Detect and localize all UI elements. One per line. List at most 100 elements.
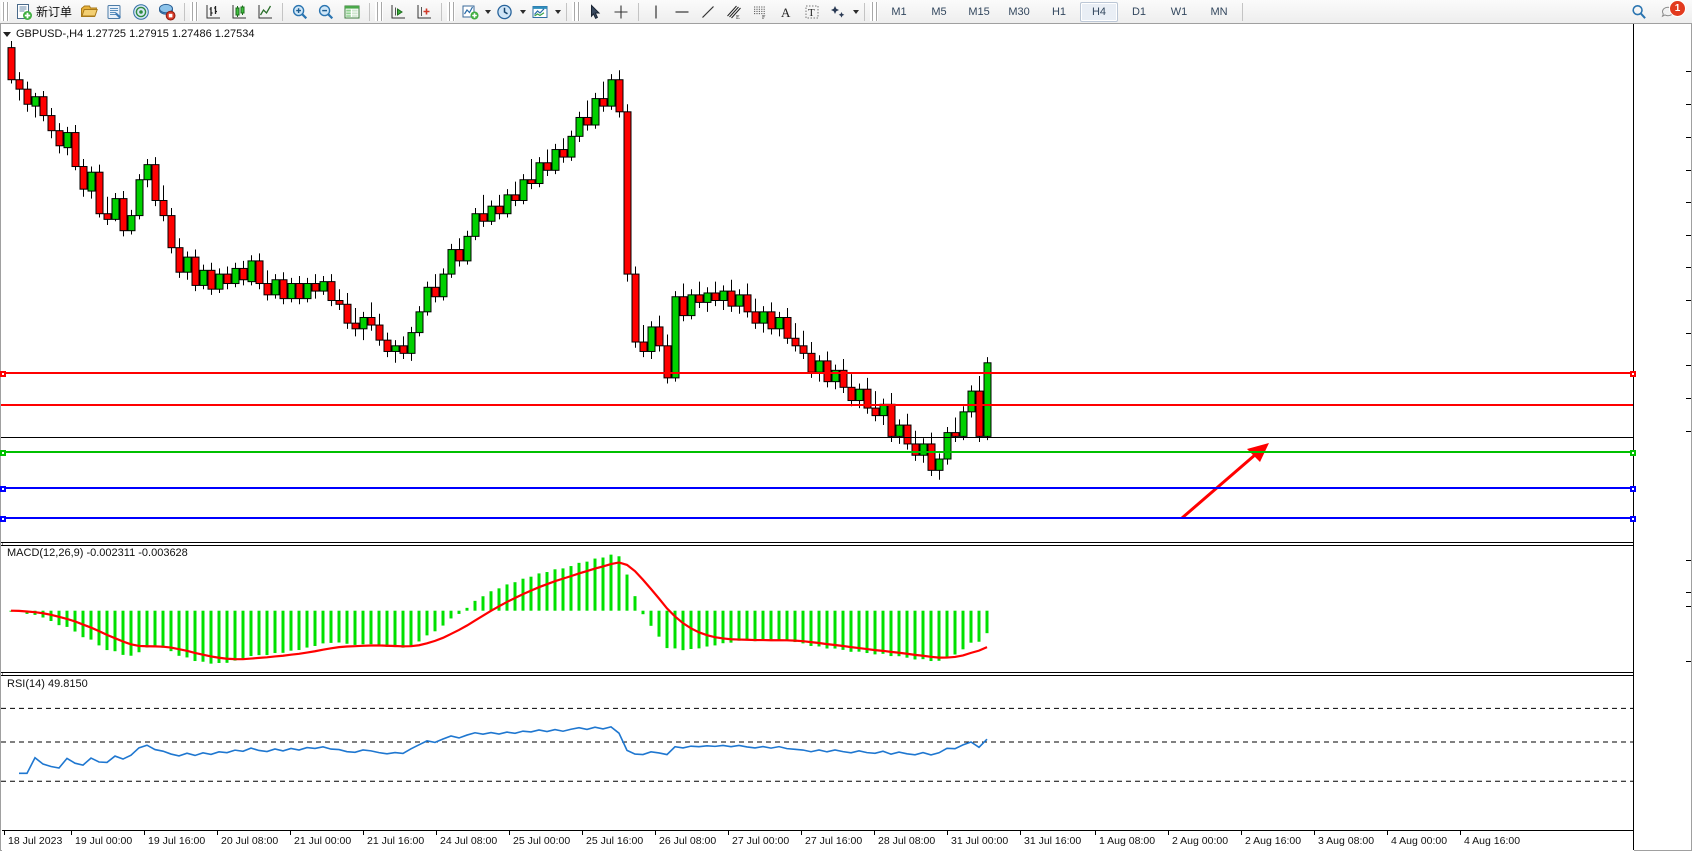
price-level-line-resistance-2[interactable]	[1, 404, 1633, 406]
time-axis-label: 25 Jul 00:00	[513, 835, 571, 847]
timeframe-m30[interactable]: M30	[1008, 5, 1030, 18]
price-level-anchor[interactable]	[0, 486, 6, 492]
candle	[255, 253, 264, 290]
price-pane[interactable]	[0, 25, 1636, 543]
vertical-line-button[interactable]	[643, 0, 669, 23]
timeframe-w1[interactable]: W1	[1170, 5, 1188, 18]
timeframe-m5[interactable]: M5	[931, 5, 947, 18]
toolbar-grip-standard[interactable]	[1, 2, 9, 21]
price-level-anchor[interactable]	[1630, 516, 1636, 522]
text-label-button[interactable]: A	[773, 0, 799, 23]
macd-histogram-bar	[305, 610, 309, 648]
zoom-in-button[interactable]	[287, 0, 313, 23]
toolbar-grip-charts[interactable]	[190, 2, 199, 21]
fibonacci-button[interactable]: F	[747, 0, 773, 23]
price-axis[interactable]: 1.312601.309351.306101.302901.299651.296…	[1633, 24, 1691, 850]
templates-dropdown-caret[interactable]	[553, 3, 562, 21]
time-axis-label: 3 Aug 08:00	[1318, 835, 1375, 847]
crosshair-button[interactable]	[608, 0, 634, 23]
rsi-label: RSI(14) 49.8150	[7, 678, 88, 690]
signals-button[interactable]	[128, 0, 154, 23]
objects-button[interactable]	[825, 0, 851, 23]
macd-axis-tick	[1686, 661, 1691, 662]
price-level-line-resistance-1[interactable]	[0, 371, 1636, 377]
zoom-out-button[interactable]	[313, 0, 339, 23]
auto-trading-button[interactable]	[154, 0, 180, 23]
indicators-dropdown-caret[interactable]	[483, 3, 492, 21]
folder-button[interactable]	[76, 0, 102, 23]
candle	[607, 74, 616, 110]
macd-pane[interactable]: MACD(12,26,9) -0.002311 -0.003628	[1, 545, 1633, 673]
price-level-line-last-price[interactable]	[1, 437, 1633, 438]
objects-icon	[831, 5, 845, 18]
macd-histogram-bar	[561, 568, 565, 611]
timeframe-m1[interactable]: M1	[891, 5, 907, 18]
cursor-button[interactable]	[582, 0, 608, 23]
price-level-line-bid-line[interactable]	[0, 450, 1636, 456]
line-chart-button[interactable]	[252, 0, 278, 23]
macd-histogram-bar	[769, 610, 773, 641]
rsi-pane[interactable]: RSI(14) 49.8150	[1, 675, 1633, 830]
macd-histogram-bar	[761, 610, 765, 641]
timeframe-d1[interactable]: D1	[1131, 5, 1147, 18]
price-level-anchor[interactable]	[0, 371, 6, 377]
macd-histogram-bar	[833, 610, 837, 649]
toolbar-grip-periods[interactable]	[870, 2, 879, 21]
new-order-button[interactable]: 新订单	[11, 0, 76, 23]
price-axis-tick	[1686, 267, 1691, 268]
candlestick-chart-button[interactable]	[226, 0, 252, 23]
data-window-button[interactable]	[339, 0, 365, 23]
price-level-line-support-2[interactable]	[0, 516, 1636, 522]
price-level-anchor[interactable]	[1630, 450, 1636, 456]
macd-histogram-bar	[801, 610, 805, 644]
horizontal-line-button[interactable]	[669, 0, 695, 23]
price-level-anchor[interactable]	[1630, 486, 1636, 492]
indicators-button[interactable]	[457, 0, 483, 23]
timeframe-mn[interactable]: MN	[1210, 5, 1228, 18]
timeframe-m15[interactable]: M15	[968, 5, 990, 18]
candle	[511, 181, 520, 207]
price-level-anchor[interactable]	[0, 450, 6, 456]
trendline-button[interactable]	[695, 0, 721, 23]
macd-histogram-bar	[625, 574, 629, 611]
templates-button[interactable]	[527, 0, 553, 23]
chart-menu-arrow-icon[interactable]	[3, 31, 11, 37]
candle	[295, 275, 304, 305]
search-button[interactable]	[1626, 0, 1652, 23]
bar-chart-button[interactable]	[200, 0, 226, 23]
candle	[375, 313, 384, 346]
toolbar-grip-indicators[interactable]	[447, 2, 456, 21]
auto-scroll-button[interactable]	[411, 0, 437, 23]
periods-button[interactable]	[492, 0, 518, 23]
macd-histogram-bar	[265, 610, 269, 656]
candle	[359, 311, 368, 341]
text-button[interactable]: T	[799, 0, 825, 23]
candle	[463, 230, 472, 265]
chart-shift-button[interactable]	[385, 0, 411, 23]
periods-dropdown-caret[interactable]	[518, 3, 527, 21]
candle	[367, 302, 376, 331]
time-axis-tick	[1095, 831, 1096, 835]
news-button[interactable]	[102, 0, 128, 23]
candle	[239, 260, 248, 286]
price-level-anchor[interactable]	[0, 516, 6, 522]
alerts-button[interactable]: 1	[1656, 0, 1686, 22]
equidistant-channel-button[interactable]: E	[721, 0, 747, 23]
macd-histogram-bar	[257, 610, 261, 656]
time-axis-label: 4 Aug 00:00	[1391, 835, 1448, 847]
objects-dropdown-caret[interactable]	[851, 3, 860, 21]
macd-histogram-bar	[905, 610, 909, 658]
macd-histogram-bar	[505, 584, 509, 611]
time-axis-label: 25 Jul 16:00	[586, 835, 644, 847]
timeframe-h4[interactable]: H4	[1080, 1, 1119, 22]
candle	[279, 272, 288, 305]
macd-histogram-bar	[233, 610, 237, 661]
candle	[479, 194, 488, 227]
price-level-line-support-1[interactable]	[0, 486, 1636, 492]
toolbar-grip-tools[interactable]	[572, 2, 581, 21]
price-level-anchor[interactable]	[1630, 371, 1636, 377]
candle	[455, 238, 464, 267]
toolbar-grip-shift[interactable]	[375, 2, 384, 21]
price-axis-tick	[1686, 235, 1691, 236]
timeframe-h1[interactable]: H1	[1051, 5, 1067, 18]
